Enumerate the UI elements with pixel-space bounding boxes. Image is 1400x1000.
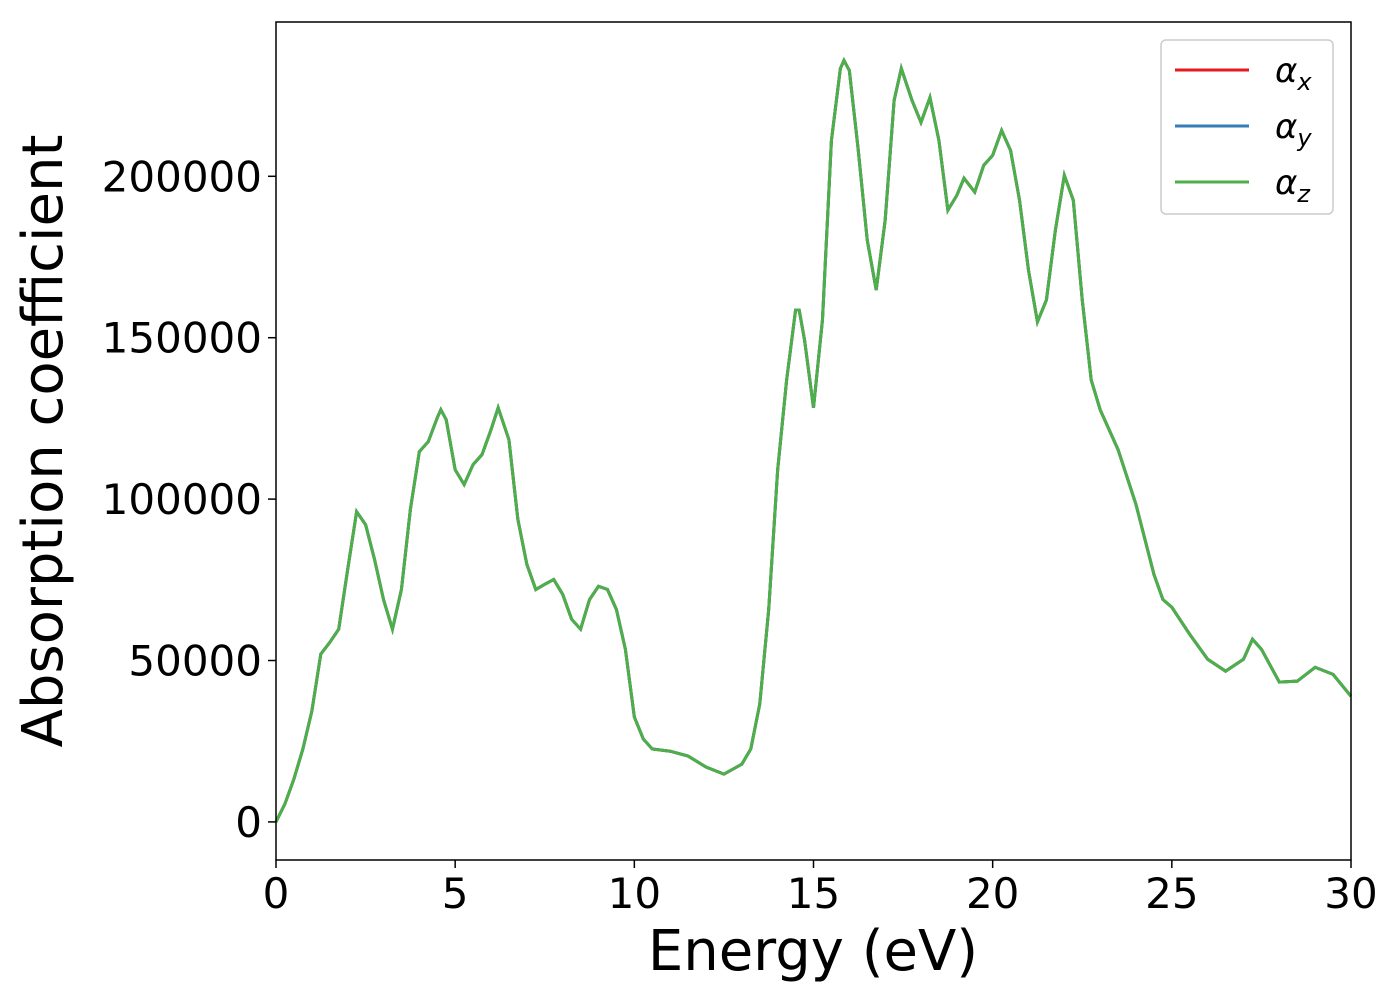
y-tick-label: 100000	[102, 475, 262, 524]
y-tick-label: 200000	[102, 152, 262, 201]
legend-label: αy	[1275, 107, 1312, 152]
plot-frame	[275, 21, 1352, 861]
x-tick-label: 5	[442, 869, 469, 918]
y-tick-label: 50000	[128, 637, 262, 686]
x-axis-label: Energy (eV)	[648, 919, 978, 984]
y-tick-label: 150000	[102, 314, 262, 363]
x-tick-label: 0	[263, 869, 290, 918]
x-tick-label: 25	[1145, 869, 1198, 918]
y-axis-label: Absorption coefficient	[11, 135, 76, 748]
legend-label: αx	[1275, 51, 1312, 96]
x-tick-label: 15	[787, 869, 840, 918]
data-line	[274, 57, 1353, 823]
x-tick-label: 30	[1324, 869, 1377, 918]
x-tick-label: 20	[966, 869, 1019, 918]
x-tick-label: 10	[608, 869, 661, 918]
y-tick-label: 0	[235, 798, 262, 847]
